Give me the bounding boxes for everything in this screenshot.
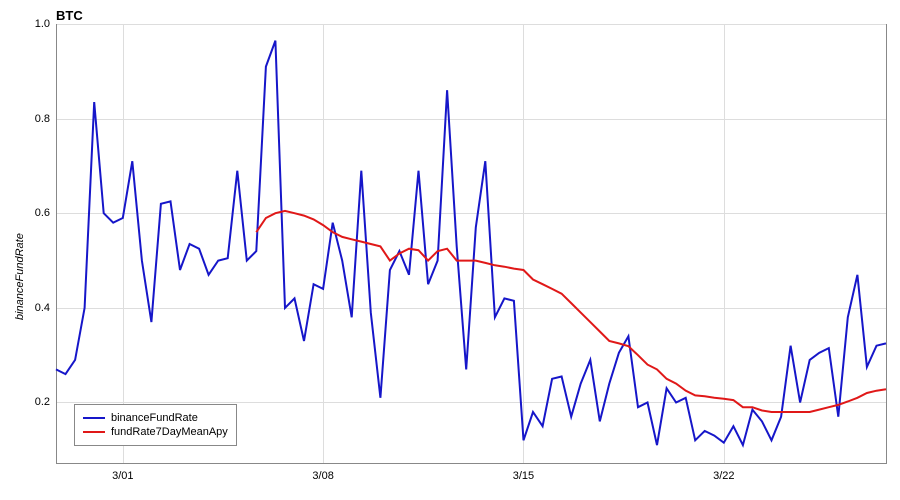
legend-swatch xyxy=(83,431,105,433)
ytick-label: 0.2 xyxy=(35,396,56,408)
xtick-label: 3/22 xyxy=(713,464,734,482)
chart-title: BTC xyxy=(56,8,83,23)
legend-label: fundRate7DayMeanApy xyxy=(111,426,228,438)
xtick-label: 3/01 xyxy=(112,464,133,482)
series-layer xyxy=(56,24,886,464)
chart-container: BTC binanceFundRate 0.20.40.60.81.03/013… xyxy=(0,0,900,500)
xtick-label: 3/15 xyxy=(513,464,534,482)
legend-item: fundRate7DayMeanApy xyxy=(83,426,228,438)
legend-label: binanceFundRate xyxy=(111,412,198,424)
ytick-label: 0.8 xyxy=(35,113,56,125)
legend-item: binanceFundRate xyxy=(83,412,228,424)
plot-area: 0.20.40.60.81.03/013/083/153/22binanceFu… xyxy=(56,24,887,464)
series-binanceFundRate xyxy=(56,41,886,446)
ytick-label: 0.6 xyxy=(35,207,56,219)
legend: binanceFundRate fundRate7DayMeanApy xyxy=(74,404,237,446)
ytick-label: 1.0 xyxy=(35,18,56,30)
ytick-label: 0.4 xyxy=(35,302,56,314)
y-axis-label: binanceFundRate xyxy=(14,233,26,320)
xtick-label: 3/08 xyxy=(312,464,333,482)
legend-swatch xyxy=(83,417,105,419)
